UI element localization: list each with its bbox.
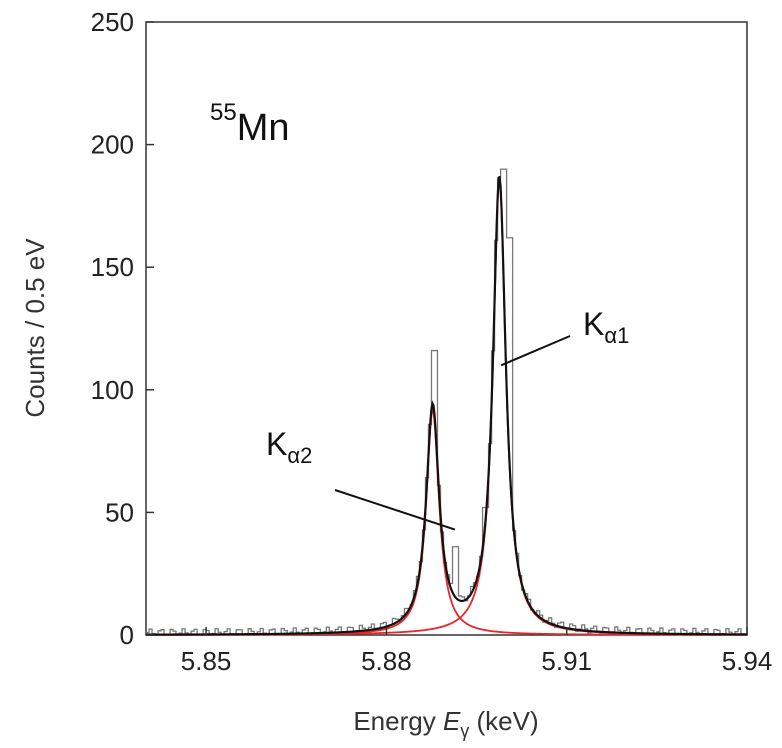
- y-tick-label: 100: [91, 375, 134, 405]
- y-ticks: 0 50 100 150 200 250: [91, 7, 154, 650]
- total-fit-layer: [146, 175, 748, 636]
- x-axis-label-prefix: Energy: [353, 706, 443, 736]
- y-axis-label: Counts / 0.5 eV: [20, 238, 50, 418]
- x-axis-label-subscript: γ: [460, 721, 469, 741]
- y-tick-label: 50: [105, 497, 134, 527]
- x-tick-label: 5.94: [722, 646, 773, 676]
- x-axis-label: Energy Eγ (keV): [353, 706, 538, 741]
- x-axis-label-variable: E: [443, 706, 461, 736]
- x-tick-label: 5.88: [361, 646, 412, 676]
- plot-frame: [145, 21, 748, 636]
- x-ticks: 5.85 5.88 5.91 5.94: [181, 627, 773, 676]
- isotope-label: 55Mn: [210, 99, 290, 149]
- y-tick-label: 200: [91, 130, 134, 160]
- y-tick-label: 250: [91, 7, 134, 37]
- ka1-leader-line: [500, 335, 571, 367]
- ka2-leader-line: [334, 489, 456, 531]
- ka1-label-base: K: [583, 306, 604, 342]
- isotope-mass: 55: [210, 99, 237, 126]
- x-tick-label: 5.91: [541, 646, 592, 676]
- x-axis-label-suffix: (keV): [469, 706, 538, 736]
- y-tick-label: 150: [91, 252, 134, 282]
- total-fit-curve: [146, 175, 748, 636]
- isotope-symbol: Mn: [237, 107, 290, 149]
- x-tick-label: 5.85: [181, 646, 232, 676]
- ka2-label: Kα2: [266, 426, 312, 468]
- ka1-label: Kα1: [583, 306, 629, 348]
- ka2-label-base: K: [266, 426, 287, 462]
- ka2-label-sub: α2: [287, 443, 312, 468]
- ka2-component-curve: [146, 406, 747, 636]
- y-tick-label: 0: [120, 620, 134, 650]
- ka1-label-sub: α1: [604, 323, 629, 348]
